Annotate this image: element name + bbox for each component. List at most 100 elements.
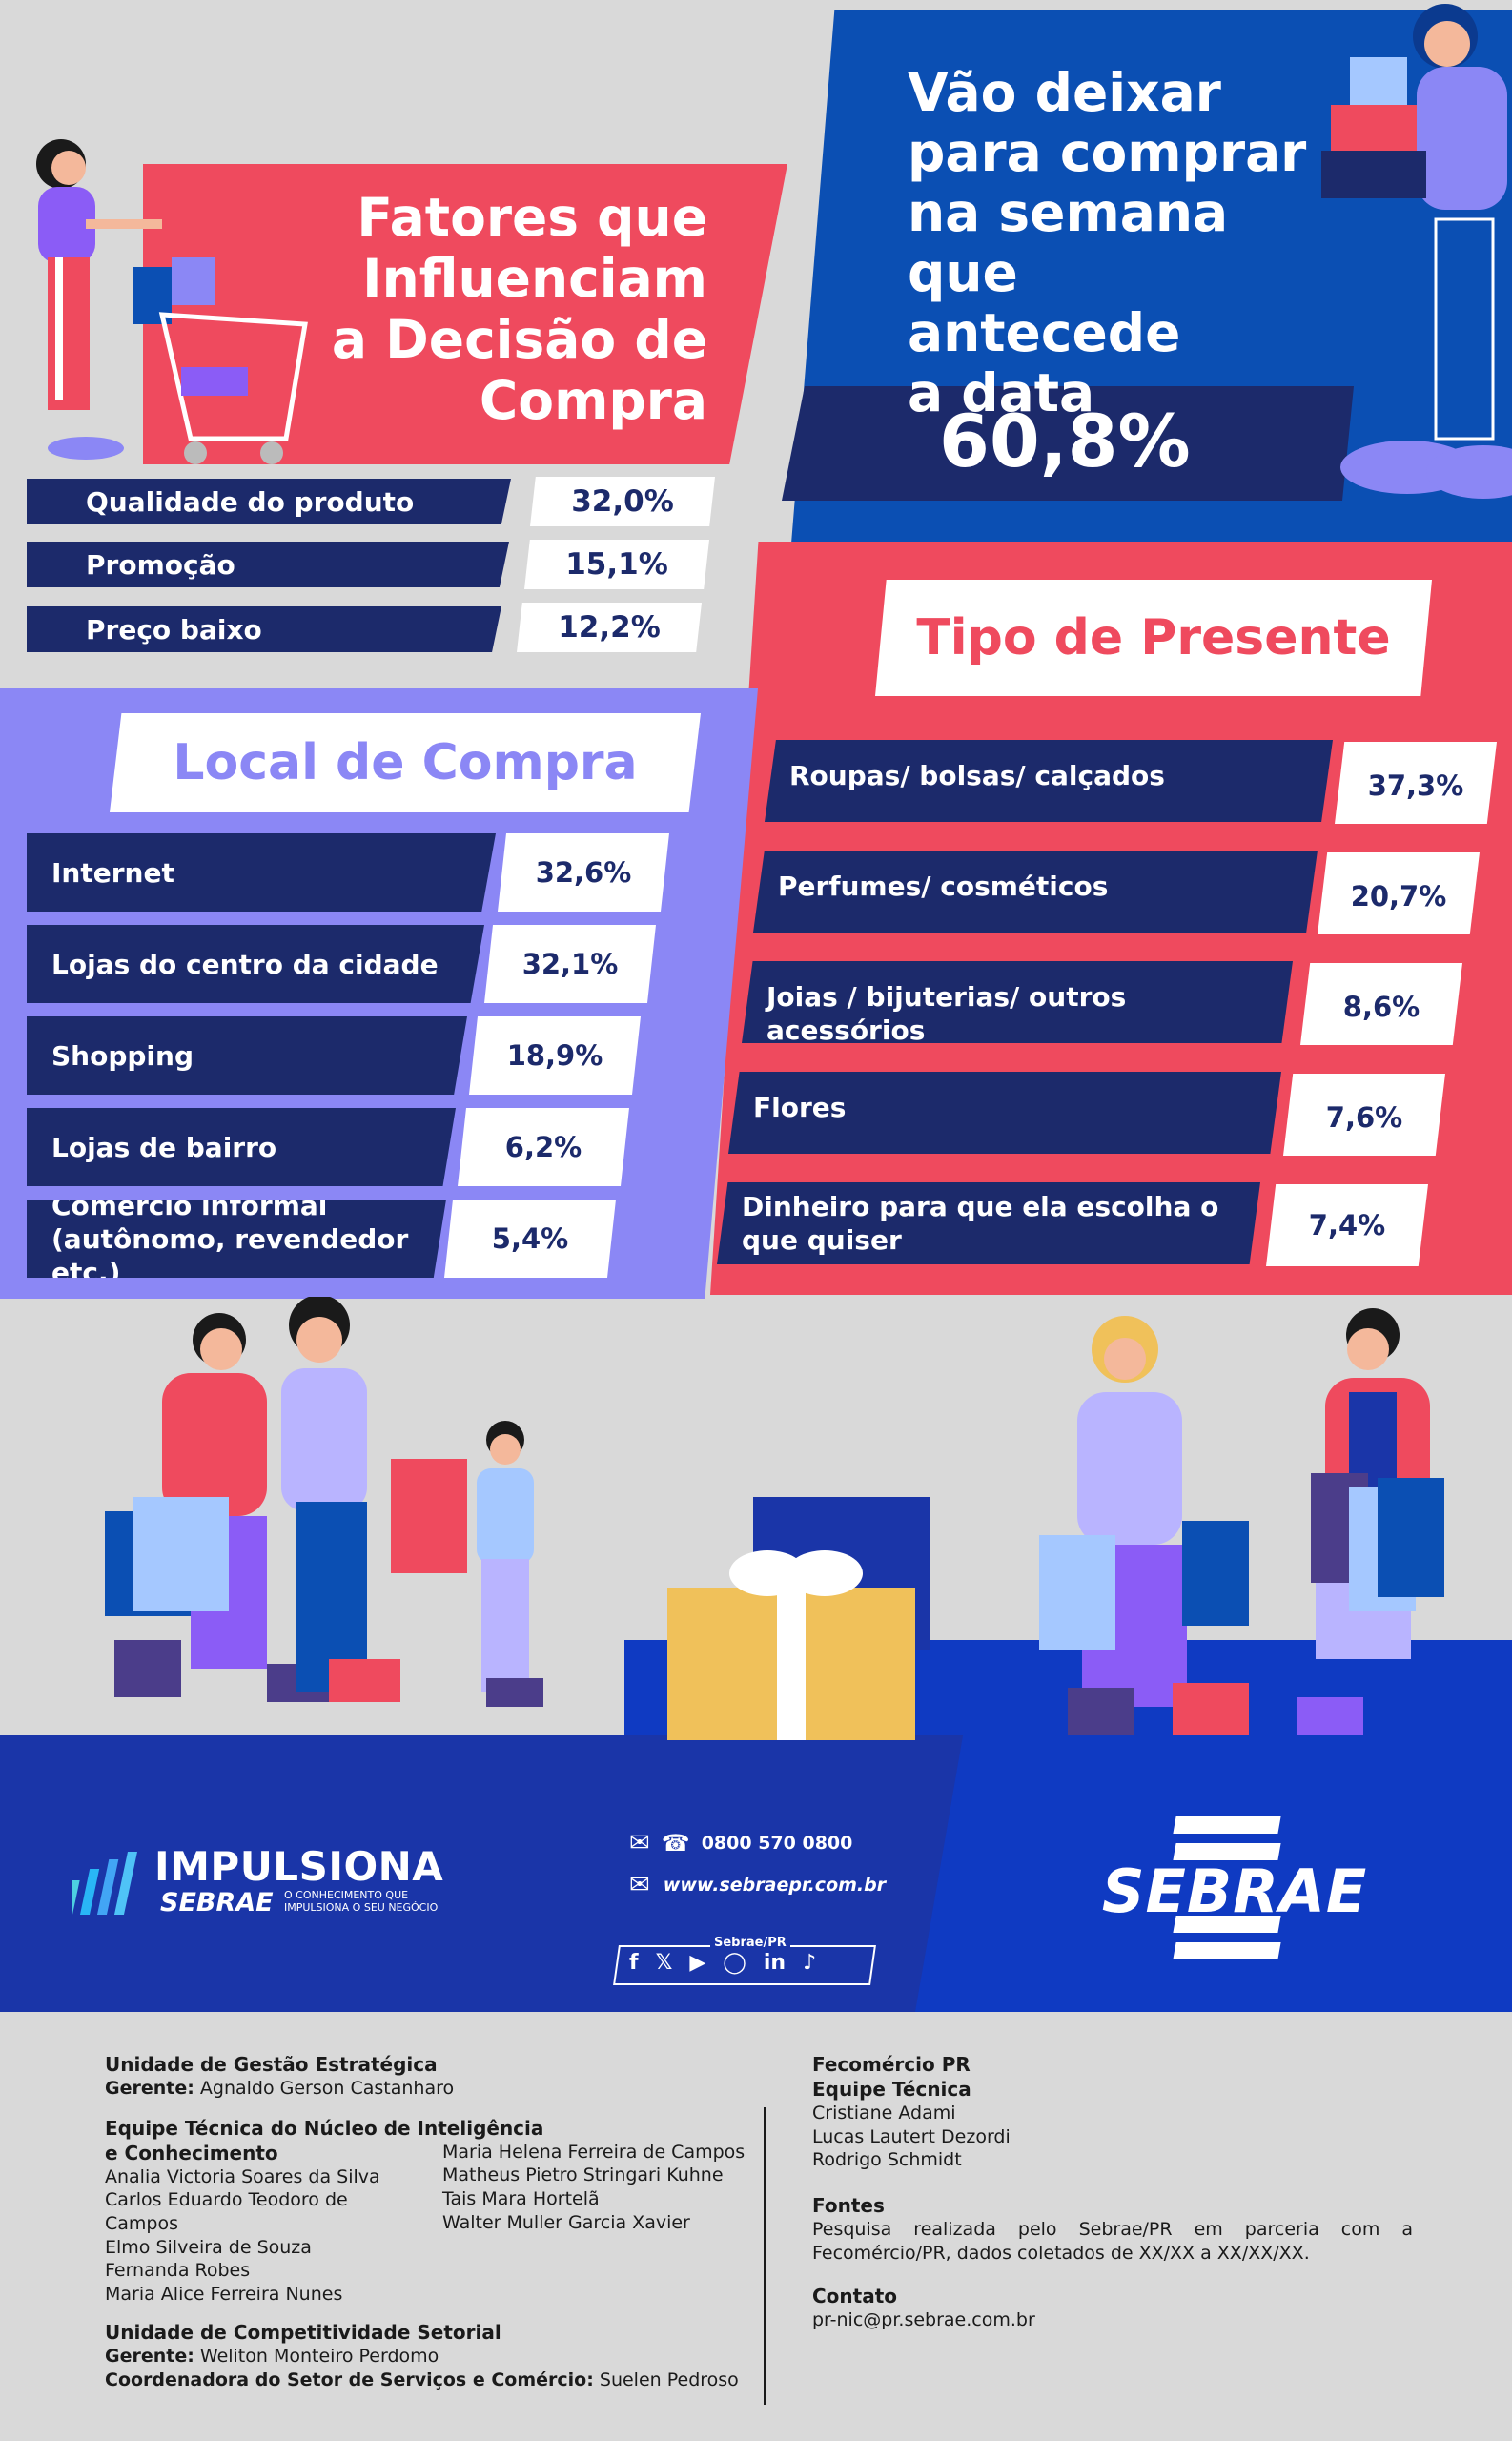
team-member: Maria Alice Ferreira Nunes bbox=[105, 2284, 343, 2306]
factor-label: Preço baixo bbox=[27, 606, 501, 652]
youtube-icon[interactable]: ▶ bbox=[689, 1951, 706, 1975]
local-value: 6,2% bbox=[458, 1108, 629, 1186]
team-member: Matheus Pietro Stringari Kuhne bbox=[442, 2164, 724, 2186]
social-icons: f 𝕏 ▶ ◯ in ♪ bbox=[629, 1951, 816, 1975]
factors-title-line: Compra bbox=[479, 370, 707, 431]
impulsiona-wordmark: IMPULSIONA bbox=[154, 1843, 444, 1890]
sebrae-logo: SEBRAE bbox=[1096, 1816, 1373, 1959]
team-member: Carlos Eduardo Teodoro de Campos bbox=[105, 2189, 348, 2235]
facebook-icon[interactable]: f bbox=[629, 1951, 639, 1975]
fecom-team-title: Equipe Técnica bbox=[812, 2078, 971, 2101]
last-week-title-line: na semana bbox=[908, 182, 1229, 243]
local-value: 32,1% bbox=[484, 925, 656, 1003]
u2-coord: Suelen Pedroso bbox=[599, 2369, 739, 2390]
team-member: Elmo Silveira de Souza bbox=[105, 2236, 312, 2258]
chat-icon: ✉ bbox=[629, 1829, 650, 1857]
sebrae-logo-text: SEBRAE bbox=[1101, 1856, 1368, 1926]
fecom-member: Rodrigo Schmidt bbox=[812, 2149, 962, 2171]
contato-email[interactable]: pr-nic@pr.sebrae.com.br bbox=[812, 2309, 1035, 2331]
u1-gerente-label: Gerente: bbox=[105, 2078, 194, 2099]
gift-value: 37,3% bbox=[1335, 742, 1497, 824]
team-member: Maria Helena Ferreira de Campos bbox=[442, 2141, 746, 2163]
gift-box-illustration bbox=[667, 1497, 930, 1740]
team-member: Tais Mara Hortelã bbox=[442, 2188, 600, 2210]
factors-panel bbox=[143, 164, 787, 464]
site-link[interactable]: www.sebraepr.com.br bbox=[663, 1875, 887, 1896]
factors-title: Fatores que Influenciam a Decisão de Com… bbox=[286, 187, 707, 431]
fontes-title: Fontes bbox=[812, 2194, 885, 2218]
factor-value: 32,0% bbox=[530, 477, 715, 526]
tiktok-icon[interactable]: ♪ bbox=[803, 1951, 817, 1975]
social-label: Sebrae/PR bbox=[710, 1936, 790, 1950]
shopper-cart-illustration bbox=[36, 139, 308, 464]
local-label: Comércio informal (autônomo, revendedor … bbox=[27, 1200, 446, 1278]
gift-label: Roupas/ bolsas/ calçados bbox=[765, 740, 1333, 822]
gift-label: Perfumes/ cosméticos bbox=[753, 851, 1318, 933]
u2-gerente-label: Gerente: bbox=[105, 2345, 194, 2367]
phone-row: ✉ ☎ 0800 570 0800 bbox=[629, 1829, 852, 1857]
team-title: Equipe Técnica do Núcleo de Inteligência… bbox=[105, 2116, 544, 2164]
last-week-value-band bbox=[782, 386, 1354, 501]
factors-title-line: Influenciam bbox=[362, 248, 707, 309]
impulsiona-sebrae-text: SEBRAE bbox=[160, 1888, 274, 1918]
u2-gerente: Weliton Monteiro Perdomo bbox=[199, 2345, 439, 2367]
phone-number[interactable]: 0800 570 0800 bbox=[701, 1833, 853, 1854]
gift-value: 7,4% bbox=[1266, 1184, 1428, 1266]
footer-band-right bbox=[915, 1735, 1512, 2012]
gift-label: Flores bbox=[728, 1072, 1281, 1154]
local-value: 32,6% bbox=[498, 833, 669, 912]
last-week-title-line: Vão deixar bbox=[908, 62, 1221, 123]
u2-coord-line: Coordenadora do Setor de Serviços e Comé… bbox=[105, 2369, 772, 2392]
factors-title-line: a Decisão de bbox=[331, 309, 707, 370]
women-shopping-illustration bbox=[1039, 1308, 1444, 1735]
site-row: ✉ www.sebraepr.com.br bbox=[629, 1871, 886, 1899]
fecom-title: Fecomércio PR bbox=[812, 2053, 971, 2076]
team-member: Analia Victoria Soares da Silva bbox=[105, 2165, 380, 2187]
gift-title-box: Tipo de Presente bbox=[875, 580, 1432, 696]
footer-band-left bbox=[0, 1735, 987, 2012]
fontes-text: Pesquisa realizada pelo Sebrae/PR em par… bbox=[812, 2219, 1413, 2264]
team-columns: Analia Victoria Soares da Silva Carlos E… bbox=[105, 2142, 772, 2307]
family-shopping-illustration bbox=[105, 1297, 543, 1707]
last-week-value: 60,8% bbox=[939, 399, 1191, 483]
local-label: Internet bbox=[27, 833, 496, 912]
u1-gerente: Agnaldo Gerson Castanharo bbox=[199, 2078, 455, 2099]
fecom-member: Lucas Lautert Dezordi bbox=[812, 2125, 1011, 2147]
impulsiona-tagline: O CONHECIMENTO QUE IMPULSIONA O SEU NEGÓ… bbox=[284, 1889, 439, 1914]
local-label: Lojas do centro da cidade bbox=[27, 925, 484, 1003]
fecom-member: Cristiane Adami bbox=[812, 2103, 956, 2123]
factor-value: 15,1% bbox=[524, 540, 709, 589]
team-col-2: Maria Helena Ferreira de Campos Matheus … bbox=[442, 2141, 766, 2307]
last-week-title-line: que antecede bbox=[908, 242, 1181, 363]
credits-divider bbox=[764, 2107, 766, 2405]
team-member: Walter Muller Garcia Xavier bbox=[442, 2211, 690, 2233]
instagram-icon[interactable]: ◯ bbox=[723, 1951, 746, 1975]
local-label: Shopping bbox=[27, 1016, 467, 1095]
local-title: Local de Compra bbox=[173, 734, 638, 791]
gift-label: Dinheiro para que ela escolha o que quis… bbox=[717, 1182, 1260, 1264]
local-title-box: Local de Compra bbox=[110, 713, 701, 812]
gift-title: Tipo de Presente bbox=[916, 609, 1391, 667]
u2-coord-label: Coordenadora do Setor de Serviços e Comé… bbox=[105, 2369, 594, 2390]
gift-value: 20,7% bbox=[1318, 852, 1480, 934]
team-col-1: Analia Victoria Soares da Silva Carlos E… bbox=[105, 2165, 419, 2307]
gift-value: 7,6% bbox=[1283, 1074, 1445, 1156]
local-label: Lojas de bairro bbox=[27, 1108, 456, 1186]
factors-title-line: Fatores que bbox=[357, 187, 707, 248]
credits-right: Fecomércio PR Equipe Técnica Cristiane A… bbox=[812, 2052, 1413, 2332]
contato-title: Contato bbox=[812, 2285, 898, 2308]
u2-gerente-line: Gerente: Weliton Monteiro Perdomo bbox=[105, 2345, 772, 2369]
last-week-title: Vão deixar para comprar na semana que an… bbox=[908, 63, 1308, 423]
web-chat-icon: ✉ bbox=[629, 1871, 650, 1899]
u1-gerente-line: Gerente: Agnaldo Gerson Castanharo bbox=[105, 2077, 772, 2101]
last-week-title-line: a data bbox=[908, 362, 1095, 423]
factor-value: 12,2% bbox=[517, 603, 702, 652]
credits-left: Unidade de Gestão Estratégica Gerente: A… bbox=[105, 2052, 772, 2391]
local-value: 5,4% bbox=[444, 1200, 616, 1278]
factor-label: Promoção bbox=[27, 542, 509, 587]
linkedin-icon[interactable]: in bbox=[763, 1951, 787, 1975]
impulsiona-logo-icon bbox=[72, 1852, 137, 1915]
local-value: 18,9% bbox=[469, 1016, 641, 1095]
x-icon[interactable]: 𝕏 bbox=[655, 1951, 673, 1975]
last-week-title-line: para comprar bbox=[908, 122, 1307, 183]
